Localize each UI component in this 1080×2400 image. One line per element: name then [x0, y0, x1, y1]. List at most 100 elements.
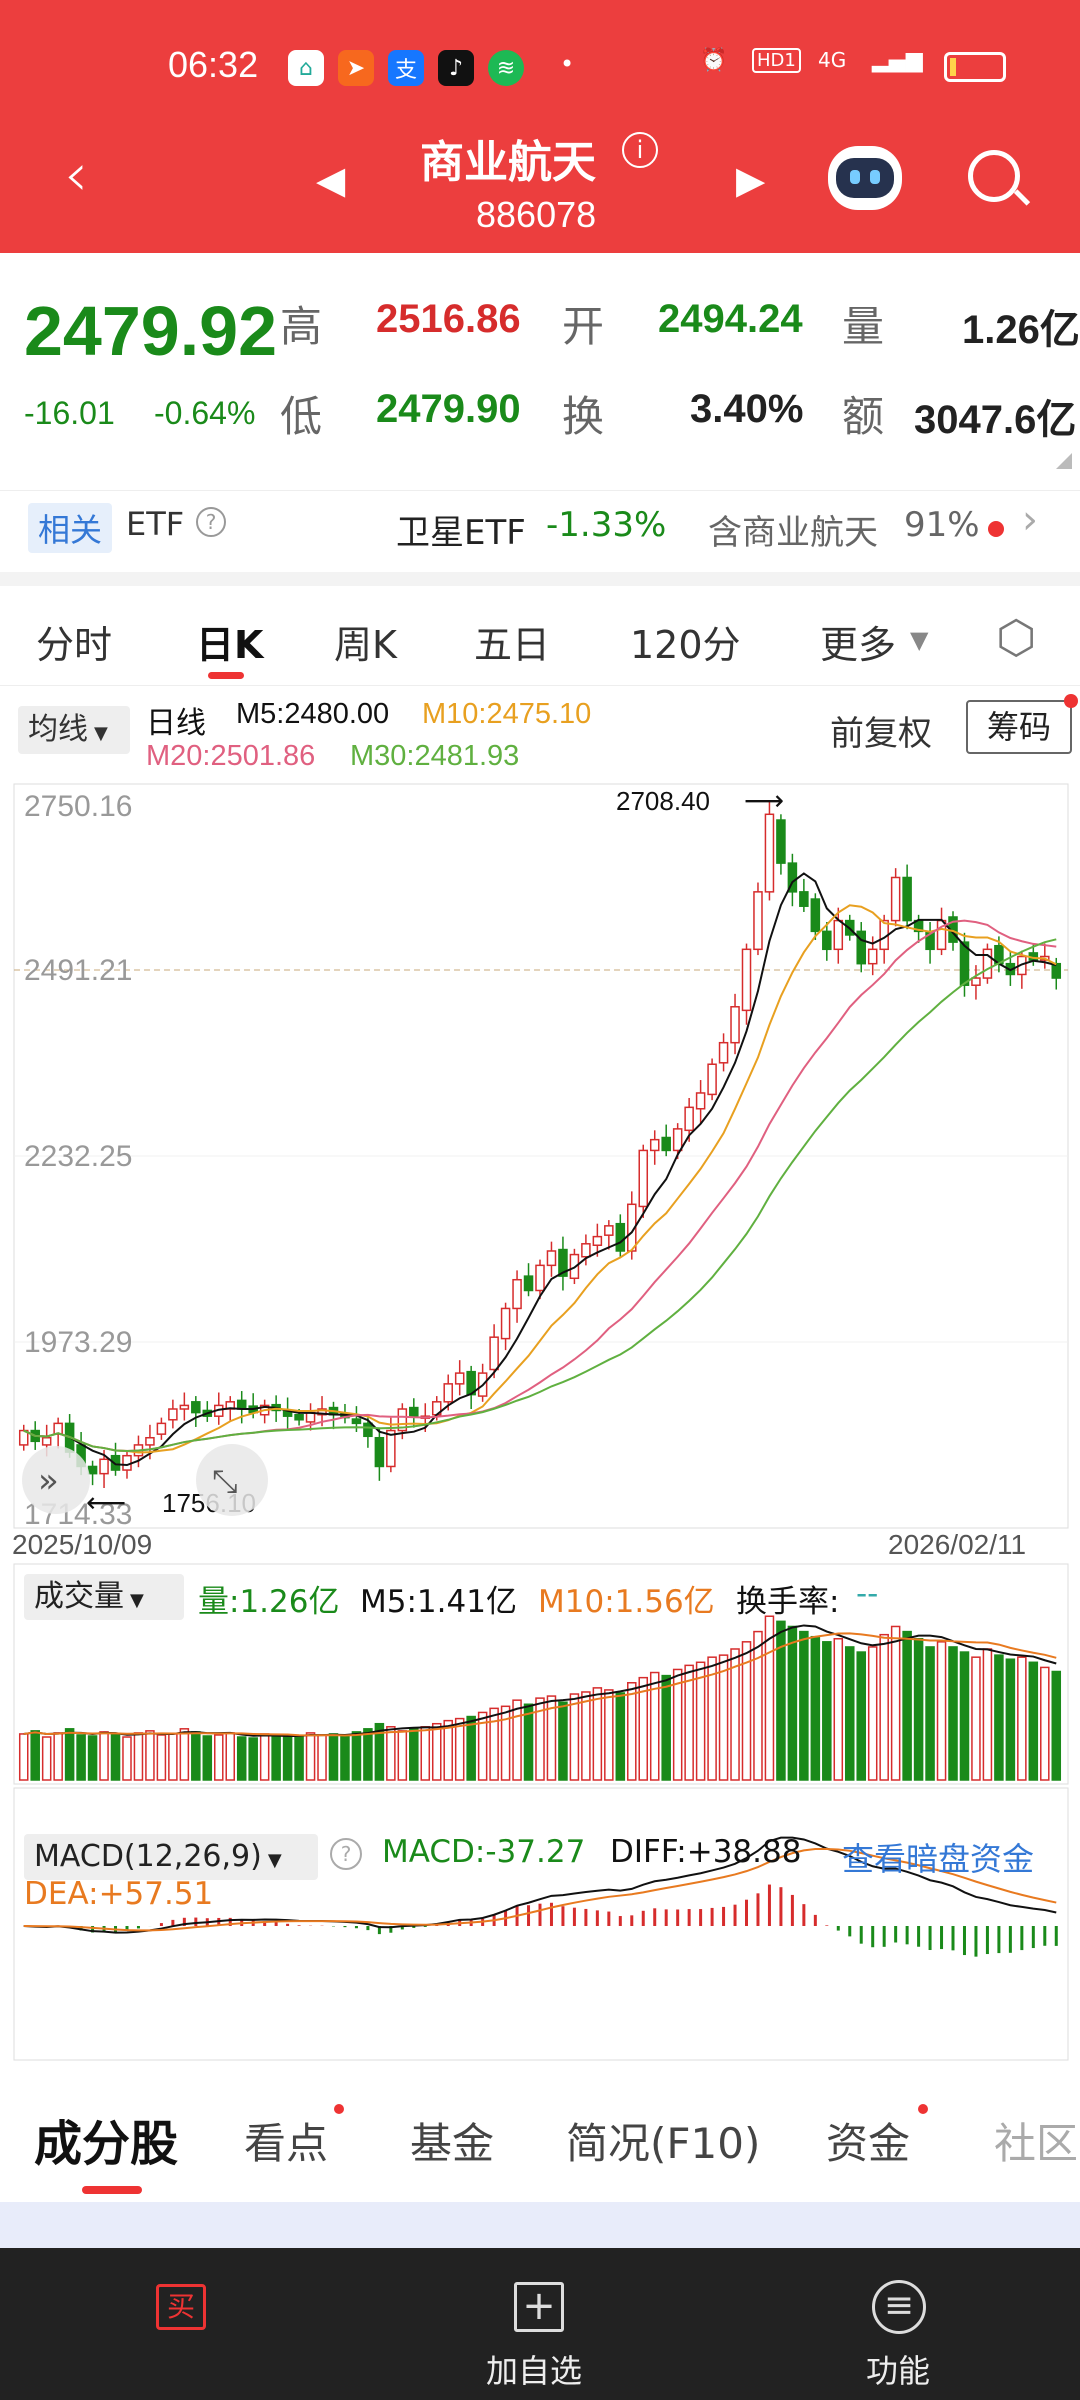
volume-bar	[191, 1731, 201, 1781]
chips-button[interactable]: 筹码	[966, 700, 1072, 754]
macd-diff: DIFF:+38.88	[610, 1834, 802, 1870]
macd-dropdown[interactable]: MACD(12,26,9) ▼	[24, 1834, 318, 1880]
volume-bar	[707, 1656, 717, 1781]
last-price: 2479.92	[24, 292, 278, 370]
candle-body	[604, 1225, 614, 1236]
function-menu-icon[interactable]: ≡	[872, 2280, 926, 2334]
volume-bar	[695, 1661, 706, 1781]
tab-f10[interactable]: 简况(F10)	[566, 2119, 761, 2168]
alarm-icon: ⏰	[700, 48, 728, 73]
volume-ma5-line	[23, 1624, 1057, 1737]
tab-funds[interactable]: 基金	[410, 2119, 495, 2168]
tab-highlights[interactable]: 看点	[244, 2119, 329, 2168]
candle-body	[890, 876, 901, 922]
news-strip[interactable]	[0, 2202, 1080, 2248]
volume-bar	[214, 1734, 224, 1781]
back-icon[interactable]: ‹	[64, 140, 88, 210]
tab-daily-k[interactable]: 日K	[196, 623, 264, 667]
search-icon[interactable]	[968, 150, 1031, 206]
period-tabs: 分时 日K 周K 五日 120分 更多 ▼ ⬡	[0, 586, 1080, 686]
volume-m5: M5:1.41亿	[360, 1584, 517, 1620]
volume-bar	[753, 1630, 763, 1781]
alipay-icon: 支	[388, 50, 424, 86]
volume-bar	[649, 1671, 660, 1781]
macd-diff-line	[23, 1836, 1057, 1934]
volume-bar	[466, 1715, 476, 1781]
volume-bar	[776, 1620, 786, 1781]
help-icon[interactable]: ?	[196, 507, 226, 537]
candle-body	[753, 891, 763, 951]
tab-constituents[interactable]: 成分股	[34, 2116, 179, 2172]
low-arrow-icon: ⟵	[86, 1486, 126, 1519]
candle-body	[799, 891, 809, 907]
send-app-icon: ➤	[338, 50, 374, 86]
candle-body	[856, 930, 866, 965]
active-tab-indicator	[208, 672, 244, 679]
chart-area[interactable]: 2750.16 2491.21 2232.25 1973.29 1714.33 2708…	[0, 776, 1080, 2064]
candle-body	[822, 930, 832, 951]
turnover-rate-value: --	[856, 1576, 879, 1612]
ma-dropdown-label: 均线	[28, 712, 88, 747]
settings-hex-icon[interactable]: ⬡	[996, 610, 1037, 664]
tab-capital[interactable]: 资金	[826, 2119, 911, 2168]
ma-line-m10	[23, 904, 1057, 1454]
tiktok-icon: ♪	[438, 50, 474, 86]
volume-m10: M10:1.56亿	[538, 1584, 715, 1620]
related-etf-row[interactable]: 相关 ETF ? 卫星ETF -1.33% 含商业航天 91% ›	[0, 490, 1080, 566]
adjust-button[interactable]: 前复权	[830, 714, 932, 754]
dark-pool-link[interactable]: 查看暗盘资金	[842, 1840, 1035, 1878]
candle-body	[707, 1063, 717, 1096]
volume-bar	[374, 1722, 385, 1781]
prev-arrow-icon[interactable]: ◀	[316, 158, 346, 202]
tab-weekly-k[interactable]: 周K	[334, 623, 397, 667]
candle-body	[718, 1041, 729, 1064]
volume-bar	[87, 1735, 98, 1781]
volume-bar	[1040, 1666, 1050, 1781]
fullscreen-button[interactable]	[196, 1444, 268, 1516]
etf-label: ETF	[126, 505, 185, 543]
ma-dropdown[interactable]: 均线 ▼	[18, 706, 130, 754]
volume-bar	[409, 1728, 419, 1781]
volume-dropdown[interactable]: 成交量 ▼	[24, 1574, 184, 1620]
tab-time-share[interactable]: 分时	[36, 623, 113, 667]
candle-body	[179, 1404, 190, 1410]
signal-icon: ▂▄▆	[872, 48, 923, 73]
volume-bar	[477, 1711, 488, 1781]
volume-bar	[110, 1733, 121, 1781]
chevron-right-icon[interactable]: ›	[1022, 497, 1038, 543]
ma-line-m5	[23, 872, 1057, 1467]
tab-community[interactable]: 社区	[994, 2119, 1079, 2168]
collapse-button[interactable]	[22, 1446, 90, 1514]
candle-body	[592, 1235, 603, 1246]
add-watchlist-icon[interactable]: +	[514, 2282, 564, 2332]
ma-m30: M30:2481.93	[350, 740, 520, 772]
tab-120min[interactable]: 120分	[630, 623, 741, 667]
function-label[interactable]: 功能	[866, 2352, 931, 2390]
high-arrow-icon: ⟶	[744, 784, 784, 817]
robot-assistant-icon[interactable]	[828, 146, 902, 210]
candle-body	[649, 1138, 660, 1152]
volume-bar	[546, 1695, 557, 1781]
candle-body	[87, 1465, 98, 1475]
status-time: 06:32	[168, 44, 259, 85]
expand-corner-icon[interactable]	[1056, 453, 1072, 469]
volume-bar	[30, 1730, 40, 1781]
volume-bar	[512, 1699, 522, 1781]
candle-body	[512, 1278, 522, 1310]
macd-help-icon[interactable]: ?	[330, 1838, 362, 1870]
ma-line-m30	[23, 938, 1057, 1453]
volume-bar	[1005, 1658, 1016, 1781]
candle-body	[684, 1106, 694, 1132]
buy-icon[interactable]: 买	[156, 2284, 206, 2330]
tab-more[interactable]: 更多	[820, 623, 897, 667]
low-label: 低	[280, 392, 323, 441]
volume-bar	[294, 1736, 304, 1781]
tab-five-day[interactable]: 五日	[474, 623, 551, 667]
next-arrow-icon[interactable]: ▶	[736, 158, 766, 202]
macd-value: MACD:-37.27	[382, 1834, 586, 1870]
add-watchlist-label[interactable]: 加自选	[486, 2352, 583, 2390]
info-icon[interactable]: i	[622, 132, 658, 168]
volume-bar	[718, 1654, 729, 1781]
volume-bar	[890, 1625, 901, 1781]
